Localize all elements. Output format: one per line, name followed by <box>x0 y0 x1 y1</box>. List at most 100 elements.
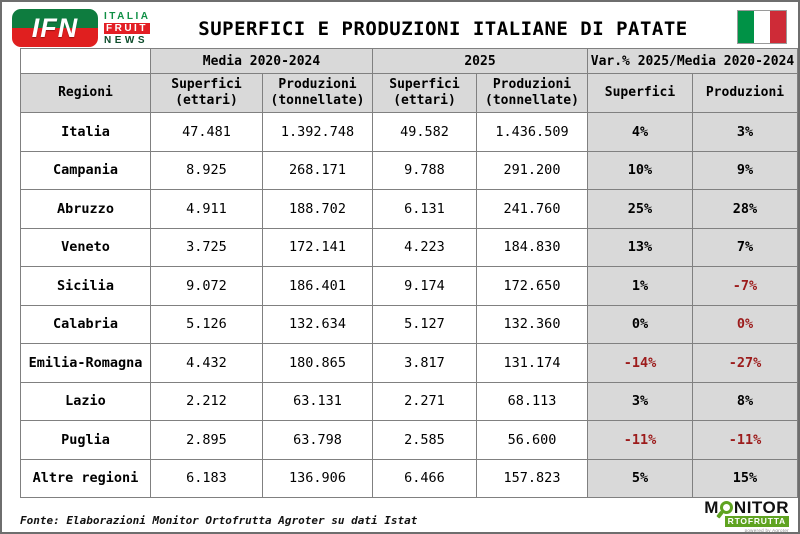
media-superfici-cell: 6.183 <box>150 458 263 498</box>
region-name-cell: Puglia <box>20 420 151 460</box>
monitor-letters-nitor: NITOR <box>733 498 789 517</box>
group-header-var: Var.% 2025/Media 2020-2024 <box>587 48 798 74</box>
ifn-word-fruit: FRUIT <box>104 22 150 34</box>
column-header-produzioni-2025: Produzioni (tonnellate) <box>476 73 588 113</box>
ifn-wordmark: ITALIA FRUIT NEWS <box>104 11 150 46</box>
var-superfici-cell: 13% <box>587 227 693 267</box>
region-name-cell: Altre regioni <box>20 458 151 498</box>
media-superfici-cell: 47.481 <box>150 112 263 152</box>
media-produzioni-cell: 63.798 <box>262 420 373 460</box>
var-produzioni-cell: 3% <box>692 112 798 152</box>
region-name-cell: Lazio <box>20 381 151 421</box>
monitor-wordmark-bottom: RTOFRUTTA <box>704 516 789 527</box>
table-row: Lazio 2.212 63.131 2.271 68.113 3% 8% <box>20 381 798 421</box>
media-superfici-cell: 5.126 <box>150 304 263 344</box>
group-header-row: Media 2020-2024 2025 Var.% 2025/Media 20… <box>20 48 798 74</box>
region-name-cell: Emilia-Romagna <box>20 343 151 383</box>
var-superfici-cell: -11% <box>587 420 693 460</box>
var-superfici-cell: 5% <box>587 458 693 498</box>
media-superfici-cell: 3.725 <box>150 227 263 267</box>
column-header-superfici-2025: Superfici (ettari) <box>372 73 477 113</box>
var-superfici-cell: 1% <box>587 266 693 306</box>
flag-stripe-white <box>754 11 770 43</box>
2025-produzioni-cell: 241.760 <box>476 189 588 229</box>
2025-produzioni-cell: 1.436.509 <box>476 112 588 152</box>
corner-empty-cell <box>20 48 151 74</box>
media-produzioni-cell: 1.392.748 <box>262 112 373 152</box>
var-produzioni-cell: 7% <box>692 227 798 267</box>
column-header-var-produzioni: Produzioni <box>692 73 798 113</box>
source-note: Fonte: Elaborazioni Monitor Ortofrutta A… <box>20 514 418 527</box>
var-produzioni-cell: 0% <box>692 304 798 344</box>
magnifier-icon <box>716 501 733 519</box>
media-produzioni-cell: 136.906 <box>262 458 373 498</box>
table-row: Puglia 2.895 63.798 2.585 56.600 -11% -11% <box>20 420 798 460</box>
rtofrutta-label: RTOFRUTTA <box>724 516 789 527</box>
var-superfici-cell: 10% <box>587 150 693 190</box>
region-name-cell: Veneto <box>20 227 151 267</box>
region-name-cell: Campania <box>20 150 151 190</box>
var-produzioni-cell: -11% <box>692 420 798 460</box>
column-header-produzioni-media: Produzioni (tonnellate) <box>262 73 373 113</box>
media-produzioni-cell: 188.702 <box>262 189 373 229</box>
2025-superfici-cell: 9.788 <box>372 150 477 190</box>
2025-produzioni-cell: 68.113 <box>476 381 588 421</box>
monitor-ortofrutta-logo: M NITOR RTOFRUTTA powered by Agroter <box>704 498 789 533</box>
media-produzioni-cell: 132.634 <box>262 304 373 344</box>
region-name-cell: Calabria <box>20 304 151 344</box>
media-superfici-cell: 8.925 <box>150 150 263 190</box>
ifn-logo: IFN ITALIA FRUIT NEWS <box>12 9 150 47</box>
column-header-var-superfici: Superfici <box>587 73 693 113</box>
2025-produzioni-cell: 291.200 <box>476 150 588 190</box>
2025-produzioni-cell: 184.830 <box>476 227 588 267</box>
table-header: Media 2020-2024 2025 Var.% 2025/Media 20… <box>20 48 798 113</box>
var-produzioni-cell: 9% <box>692 150 798 190</box>
italian-flag-icon <box>737 10 787 44</box>
table-row: Veneto 3.725 172.141 4.223 184.830 13% 7% <box>20 227 798 267</box>
table-row: Italia 47.481 1.392.748 49.582 1.436.509 4% 3% <box>20 112 798 152</box>
2025-superfici-cell: 4.223 <box>372 227 477 267</box>
potato-data-table: Media 2020-2024 2025 Var.% 2025/Media 20… <box>20 48 798 498</box>
table-row: Abruzzo 4.911 188.702 6.131 241.760 25% 28% <box>20 189 798 229</box>
var-produzioni-cell: 8% <box>692 381 798 421</box>
media-superfici-cell: 4.911 <box>150 189 263 229</box>
media-produzioni-cell: 186.401 <box>262 266 373 306</box>
2025-superfici-cell: 2.271 <box>372 381 477 421</box>
powered-by-agroter: powered by Agroter <box>744 528 789 533</box>
ifn-word-news: NEWS <box>104 34 148 46</box>
region-name-cell: Italia <box>20 112 151 152</box>
2025-produzioni-cell: 56.600 <box>476 420 588 460</box>
var-superfici-cell: 4% <box>587 112 693 152</box>
ifn-word-italia: ITALIA <box>104 10 151 22</box>
var-produzioni-cell: 15% <box>692 458 798 498</box>
2025-superfici-cell: 3.817 <box>372 343 477 383</box>
var-produzioni-cell: -27% <box>692 343 798 383</box>
monitor-letter-m: M <box>704 498 719 517</box>
var-superfici-cell: -14% <box>587 343 693 383</box>
group-header-2025: 2025 <box>372 48 588 74</box>
page-title: SUPERFICI E PRODUZIONI ITALIANE DI PATAT… <box>198 18 688 40</box>
table-row: Sicilia 9.072 186.401 9.174 172.650 1% -7% <box>20 266 798 306</box>
2025-superfici-cell: 6.131 <box>372 189 477 229</box>
table-row: Calabria 5.126 132.634 5.127 132.360 0% 0% <box>20 304 798 344</box>
magnifier-circle <box>719 501 733 514</box>
media-produzioni-cell: 63.131 <box>262 381 373 421</box>
column-header-row: Regioni Superfici (ettari) Produzioni (t… <box>20 73 798 113</box>
2025-superfici-cell: 6.466 <box>372 458 477 498</box>
var-produzioni-cell: -7% <box>692 266 798 306</box>
ifn-badge-icon: IFN <box>12 9 98 47</box>
ifn-acronym: IFN <box>31 12 79 43</box>
media-superfici-cell: 4.432 <box>150 343 263 383</box>
media-produzioni-cell: 172.141 <box>262 227 373 267</box>
var-produzioni-cell: 28% <box>692 189 798 229</box>
media-superfici-cell: 2.212 <box>150 381 263 421</box>
region-name-cell: Abruzzo <box>20 189 151 229</box>
media-superfici-cell: 2.895 <box>150 420 263 460</box>
flag-stripe-red <box>770 11 786 43</box>
table-row: Campania 8.925 268.171 9.788 291.200 10% 9% <box>20 150 798 190</box>
var-superfici-cell: 0% <box>587 304 693 344</box>
var-superfici-cell: 3% <box>587 381 693 421</box>
column-header-superfici-media: Superfici (ettari) <box>150 73 263 113</box>
2025-produzioni-cell: 131.174 <box>476 343 588 383</box>
